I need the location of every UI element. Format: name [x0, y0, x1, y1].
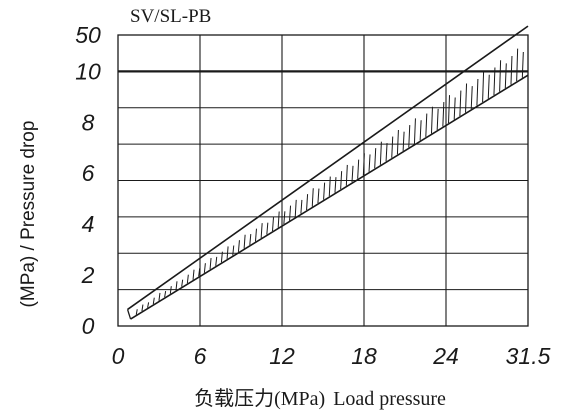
- band-hatch-mark: [465, 83, 468, 113]
- band-hatch-mark: [374, 148, 377, 169]
- band-hatch-mark: [448, 95, 451, 123]
- y-tick-label: 6: [82, 160, 95, 186]
- band-hatch-mark: [442, 102, 445, 127]
- band-hatch-mark: [181, 279, 184, 287]
- band-hatch-mark: [453, 97, 456, 120]
- band-hatch-mark: [396, 130, 399, 155]
- x-axis-label-cn: 负载压力(MPa): [194, 387, 325, 410]
- band-hatch-mark: [306, 194, 309, 211]
- y-tick-label: 2: [81, 262, 95, 288]
- band-hatch-mark: [476, 79, 479, 106]
- x-tick-label: 24: [432, 343, 459, 369]
- band-hatch-mark: [300, 199, 303, 214]
- band-hatch-mark: [220, 251, 223, 263]
- band-hatch-mark: [493, 67, 496, 96]
- band-hatch-mark: [419, 120, 422, 141]
- band-hatch-mark: [379, 141, 382, 165]
- band-hatch-mark: [198, 268, 201, 277]
- band-hatch-mark: [272, 217, 275, 232]
- band-hatch-mark: [277, 211, 280, 228]
- y-axis-label: (MPa) / Pressure drop: [18, 121, 39, 308]
- y-tick-label: 4: [82, 211, 95, 237]
- pressure-drop-band: [126, 25, 529, 320]
- band-hatch-mark: [226, 246, 229, 259]
- band-hatch-mark: [362, 153, 365, 176]
- band-hatch-mark: [323, 182, 326, 200]
- x-tick-label: 0: [112, 343, 125, 369]
- y-tick-label: 10: [75, 58, 101, 84]
- band-hatch-mark: [521, 51, 524, 78]
- band-hatch-mark: [357, 159, 360, 179]
- band-hatch-mark: [135, 309, 138, 315]
- band-hatch-mark: [158, 292, 161, 301]
- band-hatch-mark: [254, 228, 257, 242]
- x-tick-label: 12: [269, 343, 295, 369]
- y-tick-label: 8: [82, 109, 95, 135]
- band-hatch-mark: [351, 165, 354, 183]
- band-hatch-mark: [311, 188, 314, 207]
- band-hatch-mark: [186, 274, 189, 284]
- band-hatch-mark: [203, 263, 206, 273]
- band-hatch-mark: [425, 113, 428, 137]
- band-hatch-mark: [209, 257, 212, 270]
- x-tick-label: 31.5: [506, 343, 551, 369]
- band-hatch-mark: [510, 56, 513, 85]
- band-hatch-mark: [459, 90, 462, 117]
- band-hatch-mark: [504, 63, 507, 89]
- band-hatch-mark: [294, 199, 297, 218]
- band-hatch-mark: [402, 131, 405, 151]
- band-hatch-mark: [192, 269, 195, 280]
- x-axis-label: 负载压力(MPa) Load pressure: [194, 387, 446, 410]
- band-hatch-mark: [141, 304, 144, 312]
- band-hatch-mark: [169, 286, 172, 294]
- x-tick-labels: 0 6 12 18 24 31.5: [112, 343, 551, 369]
- band-hatch-mark: [266, 222, 269, 235]
- band-hatch-mark: [249, 234, 252, 245]
- band-hatch-mark: [317, 188, 320, 204]
- band-hatch-mark: [147, 302, 150, 308]
- band-hatch-mark: [164, 290, 167, 298]
- band-hatch-mark: [487, 74, 490, 99]
- x-tick-label: 18: [351, 343, 377, 369]
- chart-title: SV/SL-PB: [130, 6, 211, 27]
- band-lower-edge: [130, 74, 529, 320]
- band-hatch-mark: [260, 223, 263, 238]
- band-hatch-mark: [408, 125, 411, 148]
- band-hatch-mark: [232, 245, 235, 256]
- x-tick-label: 6: [194, 343, 207, 369]
- band-hatch-mark: [391, 136, 394, 158]
- band-hatch-mark: [243, 234, 246, 249]
- band-hatch-mark: [482, 71, 485, 103]
- band-hatch-mark: [283, 211, 286, 225]
- band-hatch-mark: [385, 143, 388, 162]
- y-tick-label: 0: [82, 313, 95, 339]
- band-hatch-mark: [152, 297, 155, 305]
- chart-grid: [117, 34, 529, 327]
- band-hatch-mark: [334, 177, 337, 193]
- band-hatch-mark: [345, 164, 348, 186]
- band-hatch-mark: [516, 48, 519, 82]
- band-start-edge: [126, 309, 132, 320]
- y-tick-labels: 0 2 4 6 8 10 50: [75, 22, 101, 339]
- band-hatch-mark: [499, 60, 502, 92]
- band-hatch-mark: [436, 108, 439, 130]
- band-upper-edge: [127, 25, 529, 311]
- band-hatch-mark: [215, 256, 218, 266]
- band-hatch-mark: [368, 154, 371, 172]
- band-hatch-mark: [237, 240, 240, 252]
- band-hatch-mark: [328, 176, 331, 197]
- band-hatch-mark: [413, 118, 416, 144]
- band-hatch-mark: [470, 86, 473, 110]
- band-hatch-mark: [289, 205, 292, 221]
- band-hatch-mark: [340, 171, 343, 190]
- band-hatch-mark: [430, 106, 433, 134]
- x-axis-label-en: Load pressure: [333, 388, 446, 410]
- y-tick-label: 50: [75, 22, 101, 48]
- band-hatch-mark: [175, 281, 178, 291]
